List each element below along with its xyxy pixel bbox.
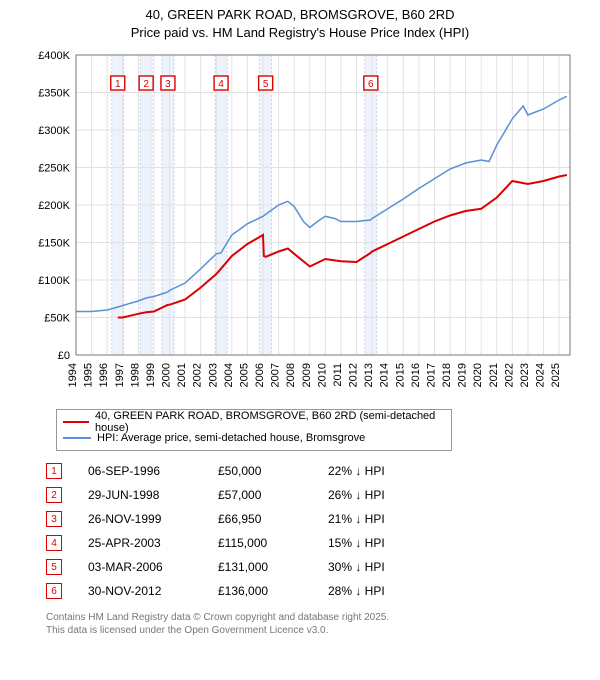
tx-pct: 15% ↓ HPI [328,536,428,550]
tx-date: 03-MAR-2006 [88,560,218,574]
line-chart: £0 £50K £100K £150K £200K £250K £300K £350K £400… [20,45,580,405]
svg-text:2020: 2020 [472,363,484,387]
svg-text:2022: 2022 [503,363,515,387]
legend-label-subject: 40, GREEN PARK ROAD, BROMSGROVE, B60 2RD… [95,410,445,434]
transactions-table: 1 06-SEP-1996£50,00022% ↓ HPI 2 29-JUN-1998… [46,459,600,603]
title-line2: Price paid vs. HM Land Registry's House … [0,24,600,42]
svg-text:2010: 2010 [316,363,328,387]
svg-text:2014: 2014 [379,363,391,387]
title-line1: 40, GREEN PARK ROAD, BROMSGROVE, B60 2RD [0,6,600,24]
svg-text:2005: 2005 [238,363,250,387]
svg-text:£300K: £300K [38,125,70,137]
tx-date: 26-NOV-1999 [88,512,218,526]
footer-line1: Contains HM Land Registry data © Crown c… [46,611,600,624]
legend-row-subject: 40, GREEN PARK ROAD, BROMSGROVE, B60 2RD… [63,414,445,430]
tx-price: £136,000 [218,584,328,598]
svg-text:£250K: £250K [38,163,70,175]
tx-date: 06-SEP-1996 [88,464,218,478]
svg-text:3: 3 [165,79,171,90]
tx-date: 30-NOV-2012 [88,584,218,598]
chart-area: £0 £50K £100K £150K £200K £250K £300K £350K £400… [20,45,580,405]
svg-text:£150K: £150K [38,238,70,250]
tx-date: 29-JUN-1998 [88,488,218,502]
tx-marker: 6 [46,583,62,599]
tx-date: 25-APR-2003 [88,536,218,550]
tx-price: £57,000 [218,488,328,502]
tx-pct: 28% ↓ HPI [328,584,428,598]
tx-row: 6 30-NOV-2012£136,00028% ↓ HPI [46,579,600,603]
svg-text:2007: 2007 [270,363,282,387]
svg-text:4: 4 [218,79,224,90]
svg-text:1995: 1995 [83,363,95,387]
svg-text:2024: 2024 [535,363,547,387]
tx-marker: 2 [46,487,62,503]
tx-row: 1 06-SEP-1996£50,00022% ↓ HPI [46,459,600,483]
tx-row: 3 26-NOV-1999£66,95021% ↓ HPI [46,507,600,531]
svg-text:2018: 2018 [441,363,453,387]
svg-text:2015: 2015 [394,363,406,387]
svg-text:2016: 2016 [410,363,422,387]
tx-row: 5 03-MAR-2006£131,00030% ↓ HPI [46,555,600,579]
chart-title: 40, GREEN PARK ROAD, BROMSGROVE, B60 2RD… [0,0,600,41]
svg-text:2: 2 [143,79,149,90]
svg-text:2000: 2000 [161,363,173,387]
svg-text:£350K: £350K [38,88,70,100]
svg-text:£400K: £400K [38,50,70,62]
svg-text:2021: 2021 [488,363,500,387]
tx-pct: 30% ↓ HPI [328,560,428,574]
legend: 40, GREEN PARK ROAD, BROMSGROVE, B60 2RD… [56,409,452,451]
tx-pct: 22% ↓ HPI [328,464,428,478]
legend-swatch-hpi [63,437,91,439]
svg-text:1998: 1998 [129,363,141,387]
svg-text:2003: 2003 [207,363,219,387]
tx-marker: 4 [46,535,62,551]
svg-text:2025: 2025 [550,363,562,387]
tx-price: £50,000 [218,464,328,478]
svg-text:2001: 2001 [176,363,188,387]
svg-text:£200K: £200K [38,200,70,212]
tx-price: £66,950 [218,512,328,526]
tx-row: 4 25-APR-2003£115,00015% ↓ HPI [46,531,600,555]
svg-text:1997: 1997 [114,363,126,387]
tx-price: £115,000 [218,536,328,550]
svg-text:2013: 2013 [363,363,375,387]
svg-text:5: 5 [263,79,269,90]
tx-price: £131,000 [218,560,328,574]
svg-text:2004: 2004 [223,363,235,387]
svg-text:2011: 2011 [332,363,344,387]
svg-text:1994: 1994 [67,363,79,387]
svg-text:1999: 1999 [145,363,157,387]
tx-pct: 26% ↓ HPI [328,488,428,502]
tx-row: 2 29-JUN-1998£57,00026% ↓ HPI [46,483,600,507]
tx-marker: 5 [46,559,62,575]
footer-line2: This data is licensed under the Open Gov… [46,624,600,637]
svg-text:£100K: £100K [38,275,70,287]
tx-pct: 21% ↓ HPI [328,512,428,526]
tx-marker: 3 [46,511,62,527]
svg-text:2017: 2017 [425,363,437,387]
svg-text:2019: 2019 [457,363,469,387]
tx-marker: 1 [46,463,62,479]
svg-text:2002: 2002 [192,363,204,387]
svg-text:2023: 2023 [519,363,531,387]
svg-text:£50K: £50K [44,313,70,325]
legend-swatch-subject [63,421,89,423]
svg-text:6: 6 [368,79,374,90]
svg-text:1996: 1996 [98,363,110,387]
svg-text:2009: 2009 [301,363,313,387]
legend-label-hpi: HPI: Average price, semi-detached house,… [97,432,365,444]
footer: Contains HM Land Registry data © Crown c… [46,611,600,637]
svg-text:£0: £0 [58,350,70,362]
svg-text:2008: 2008 [285,363,297,387]
svg-text:2012: 2012 [348,363,360,387]
svg-text:2006: 2006 [254,363,266,387]
svg-text:1: 1 [115,79,121,90]
